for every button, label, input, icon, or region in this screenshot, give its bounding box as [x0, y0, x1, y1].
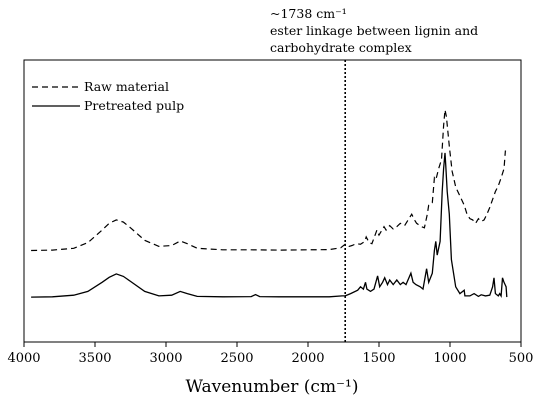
x-tick-label: 1000 — [433, 351, 466, 366]
annotation: ~1738 cm⁻¹ ester linkage between lignin … — [270, 6, 478, 55]
x-tick-label: 2000 — [291, 351, 324, 366]
series-line-pretreated-pulp — [31, 152, 508, 298]
x-tick-label: 500 — [509, 351, 534, 366]
x-axis: 4000 3500 3000 2500 2000 1500 1000 500 — [7, 342, 533, 366]
legend: Raw material Pretreated pulp — [32, 79, 184, 113]
x-tick-label: 1500 — [362, 351, 395, 366]
plot-frame — [23, 59, 522, 343]
annotation-line-1: ~1738 cm⁻¹ — [270, 6, 347, 21]
annotation-line-2: ester linkage between lignin and — [270, 23, 478, 38]
x-tick-label: 4000 — [7, 351, 40, 366]
legend-label-pretreated-pulp: Pretreated pulp — [84, 98, 184, 113]
x-tick-label: 3500 — [78, 351, 111, 366]
x-tick-label: 3000 — [149, 351, 182, 366]
x-axis-label: Wavenumber (cm⁻¹) — [186, 377, 359, 397]
annotation-line-3: carbohydrate complex — [270, 40, 412, 55]
x-tick-label: 2500 — [220, 351, 253, 366]
series-line-raw-material — [31, 109, 508, 252]
legend-label-raw-material: Raw material — [84, 79, 169, 94]
